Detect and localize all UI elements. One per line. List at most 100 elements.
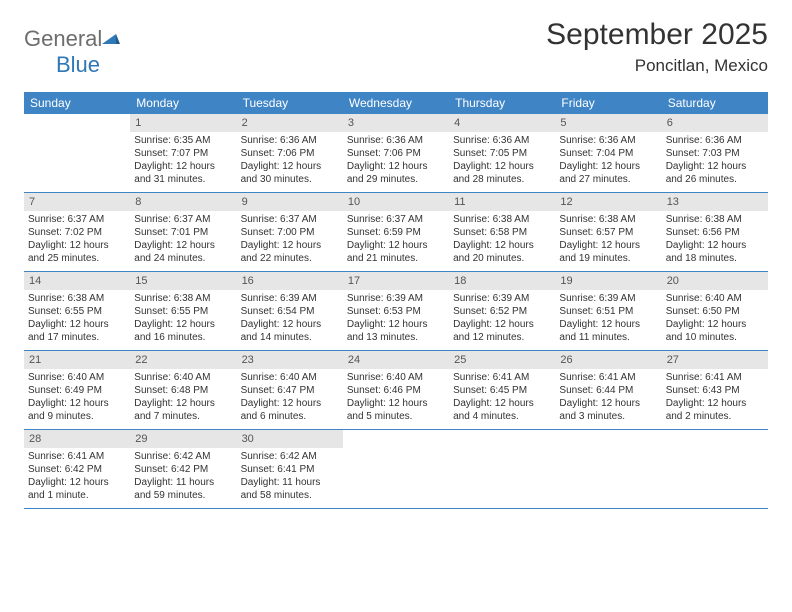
sunrise-text: Sunrise: 6:39 AM bbox=[347, 292, 445, 305]
day-number: 16 bbox=[237, 272, 343, 290]
sunset-text: Sunset: 6:47 PM bbox=[241, 384, 339, 397]
week-row: 1Sunrise: 6:35 AMSunset: 7:07 PMDaylight… bbox=[24, 114, 768, 193]
day-cell: 8Sunrise: 6:37 AMSunset: 7:01 PMDaylight… bbox=[130, 193, 236, 271]
day-body: Sunrise: 6:36 AMSunset: 7:05 PMDaylight:… bbox=[449, 132, 555, 190]
daylight-text: Daylight: 12 hours and 19 minutes. bbox=[559, 239, 657, 265]
day-cell: 11Sunrise: 6:38 AMSunset: 6:58 PMDayligh… bbox=[449, 193, 555, 271]
daylight-text: Daylight: 12 hours and 11 minutes. bbox=[559, 318, 657, 344]
day-cell: 27Sunrise: 6:41 AMSunset: 6:43 PMDayligh… bbox=[662, 351, 768, 429]
day-body: Sunrise: 6:40 AMSunset: 6:46 PMDaylight:… bbox=[343, 369, 449, 427]
day-number: 23 bbox=[237, 351, 343, 369]
daylight-text: Daylight: 12 hours and 3 minutes. bbox=[559, 397, 657, 423]
weekday-wednesday: Wednesday bbox=[343, 92, 449, 114]
day-body: Sunrise: 6:37 AMSunset: 7:01 PMDaylight:… bbox=[130, 211, 236, 269]
day-number: 5 bbox=[555, 114, 661, 132]
sunset-text: Sunset: 7:07 PM bbox=[134, 147, 232, 160]
week-row: 14Sunrise: 6:38 AMSunset: 6:55 PMDayligh… bbox=[24, 272, 768, 351]
daylight-text: Daylight: 12 hours and 16 minutes. bbox=[134, 318, 232, 344]
day-number: 4 bbox=[449, 114, 555, 132]
day-cell bbox=[24, 114, 130, 192]
day-body: Sunrise: 6:38 AMSunset: 6:55 PMDaylight:… bbox=[24, 290, 130, 348]
logo-text-general: General bbox=[24, 26, 102, 51]
sunset-text: Sunset: 6:56 PM bbox=[666, 226, 764, 239]
sunset-text: Sunset: 6:57 PM bbox=[559, 226, 657, 239]
sunset-text: Sunset: 6:46 PM bbox=[347, 384, 445, 397]
sunrise-text: Sunrise: 6:38 AM bbox=[666, 213, 764, 226]
week-row: 28Sunrise: 6:41 AMSunset: 6:42 PMDayligh… bbox=[24, 430, 768, 509]
day-body: Sunrise: 6:41 AMSunset: 6:42 PMDaylight:… bbox=[24, 448, 130, 506]
day-body: Sunrise: 6:41 AMSunset: 6:43 PMDaylight:… bbox=[662, 369, 768, 427]
daylight-text: Daylight: 12 hours and 20 minutes. bbox=[453, 239, 551, 265]
sunrise-text: Sunrise: 6:38 AM bbox=[559, 213, 657, 226]
day-body: Sunrise: 6:39 AMSunset: 6:54 PMDaylight:… bbox=[237, 290, 343, 348]
day-cell: 4Sunrise: 6:36 AMSunset: 7:05 PMDaylight… bbox=[449, 114, 555, 192]
sunset-text: Sunset: 7:06 PM bbox=[241, 147, 339, 160]
sunset-text: Sunset: 7:04 PM bbox=[559, 147, 657, 160]
weekday-sunday: Sunday bbox=[24, 92, 130, 114]
day-cell: 1Sunrise: 6:35 AMSunset: 7:07 PMDaylight… bbox=[130, 114, 236, 192]
day-number: 10 bbox=[343, 193, 449, 211]
sunset-text: Sunset: 6:50 PM bbox=[666, 305, 764, 318]
sunrise-text: Sunrise: 6:36 AM bbox=[347, 134, 445, 147]
weeks-container: 1Sunrise: 6:35 AMSunset: 7:07 PMDaylight… bbox=[24, 114, 768, 509]
daylight-text: Daylight: 12 hours and 27 minutes. bbox=[559, 160, 657, 186]
sunset-text: Sunset: 6:58 PM bbox=[453, 226, 551, 239]
sunrise-text: Sunrise: 6:39 AM bbox=[453, 292, 551, 305]
sunset-text: Sunset: 6:52 PM bbox=[453, 305, 551, 318]
sunrise-text: Sunrise: 6:37 AM bbox=[241, 213, 339, 226]
sunrise-text: Sunrise: 6:41 AM bbox=[666, 371, 764, 384]
daylight-text: Daylight: 12 hours and 28 minutes. bbox=[453, 160, 551, 186]
day-number: 24 bbox=[343, 351, 449, 369]
daylight-text: Daylight: 12 hours and 7 minutes. bbox=[134, 397, 232, 423]
sunset-text: Sunset: 6:54 PM bbox=[241, 305, 339, 318]
sunset-text: Sunset: 6:55 PM bbox=[28, 305, 126, 318]
weekday-saturday: Saturday bbox=[662, 92, 768, 114]
daylight-text: Daylight: 12 hours and 2 minutes. bbox=[666, 397, 764, 423]
sunset-text: Sunset: 7:03 PM bbox=[666, 147, 764, 160]
day-body: Sunrise: 6:37 AMSunset: 6:59 PMDaylight:… bbox=[343, 211, 449, 269]
day-number: 11 bbox=[449, 193, 555, 211]
sunrise-text: Sunrise: 6:37 AM bbox=[134, 213, 232, 226]
sunset-text: Sunset: 6:43 PM bbox=[666, 384, 764, 397]
sunrise-text: Sunrise: 6:40 AM bbox=[241, 371, 339, 384]
day-body: Sunrise: 6:36 AMSunset: 7:06 PMDaylight:… bbox=[237, 132, 343, 190]
day-number: 30 bbox=[237, 430, 343, 448]
weekday-tuesday: Tuesday bbox=[237, 92, 343, 114]
sunrise-text: Sunrise: 6:40 AM bbox=[28, 371, 126, 384]
day-number: 8 bbox=[130, 193, 236, 211]
weekday-header-row: SundayMondayTuesdayWednesdayThursdayFrid… bbox=[24, 92, 768, 114]
daylight-text: Daylight: 12 hours and 31 minutes. bbox=[134, 160, 232, 186]
day-body: Sunrise: 6:38 AMSunset: 6:58 PMDaylight:… bbox=[449, 211, 555, 269]
sunrise-text: Sunrise: 6:36 AM bbox=[666, 134, 764, 147]
sunrise-text: Sunrise: 6:41 AM bbox=[559, 371, 657, 384]
day-body: Sunrise: 6:40 AMSunset: 6:50 PMDaylight:… bbox=[662, 290, 768, 348]
daylight-text: Daylight: 12 hours and 21 minutes. bbox=[347, 239, 445, 265]
day-cell: 24Sunrise: 6:40 AMSunset: 6:46 PMDayligh… bbox=[343, 351, 449, 429]
daylight-text: Daylight: 12 hours and 29 minutes. bbox=[347, 160, 445, 186]
day-number: 17 bbox=[343, 272, 449, 290]
day-body: Sunrise: 6:40 AMSunset: 6:49 PMDaylight:… bbox=[24, 369, 130, 427]
day-cell: 14Sunrise: 6:38 AMSunset: 6:55 PMDayligh… bbox=[24, 272, 130, 350]
daylight-text: Daylight: 12 hours and 17 minutes. bbox=[28, 318, 126, 344]
sunrise-text: Sunrise: 6:38 AM bbox=[453, 213, 551, 226]
weekday-thursday: Thursday bbox=[449, 92, 555, 114]
day-body: Sunrise: 6:39 AMSunset: 6:52 PMDaylight:… bbox=[449, 290, 555, 348]
sunrise-text: Sunrise: 6:40 AM bbox=[134, 371, 232, 384]
sunset-text: Sunset: 7:00 PM bbox=[241, 226, 339, 239]
day-body: Sunrise: 6:41 AMSunset: 6:44 PMDaylight:… bbox=[555, 369, 661, 427]
day-cell: 7Sunrise: 6:37 AMSunset: 7:02 PMDaylight… bbox=[24, 193, 130, 271]
day-cell bbox=[343, 430, 449, 508]
day-number: 15 bbox=[130, 272, 236, 290]
location-label: Poncitlan, Mexico bbox=[546, 56, 768, 76]
day-number: 3 bbox=[343, 114, 449, 132]
day-number: 22 bbox=[130, 351, 236, 369]
sunset-text: Sunset: 6:53 PM bbox=[347, 305, 445, 318]
day-body: Sunrise: 6:38 AMSunset: 6:56 PMDaylight:… bbox=[662, 211, 768, 269]
day-body: Sunrise: 6:39 AMSunset: 6:53 PMDaylight:… bbox=[343, 290, 449, 348]
day-cell: 20Sunrise: 6:40 AMSunset: 6:50 PMDayligh… bbox=[662, 272, 768, 350]
sunset-text: Sunset: 7:01 PM bbox=[134, 226, 232, 239]
day-number: 19 bbox=[555, 272, 661, 290]
sunset-text: Sunset: 6:42 PM bbox=[28, 463, 126, 476]
day-cell: 22Sunrise: 6:40 AMSunset: 6:48 PMDayligh… bbox=[130, 351, 236, 429]
day-cell: 23Sunrise: 6:40 AMSunset: 6:47 PMDayligh… bbox=[237, 351, 343, 429]
